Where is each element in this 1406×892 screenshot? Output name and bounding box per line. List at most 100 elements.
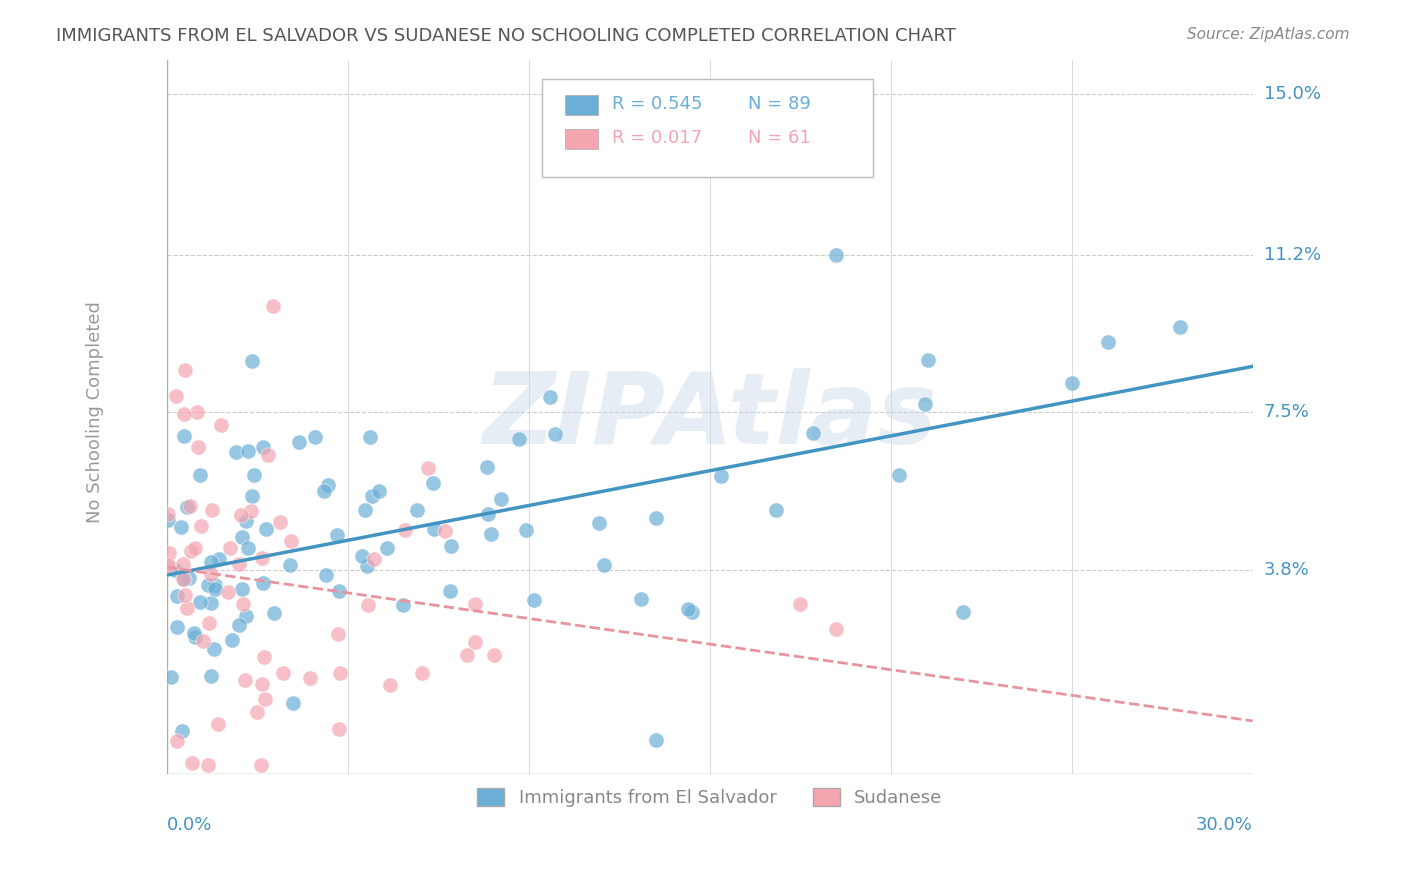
Point bbox=[200, 669, 222, 683]
Point bbox=[281, 696, 304, 710]
Point bbox=[240, 503, 263, 517]
Point bbox=[200, 555, 222, 569]
Point bbox=[288, 435, 311, 450]
Point bbox=[350, 549, 373, 563]
Point bbox=[252, 551, 274, 566]
Point bbox=[209, 418, 232, 433]
Point bbox=[681, 605, 703, 619]
Point bbox=[464, 597, 486, 611]
Point bbox=[439, 584, 461, 599]
Point bbox=[250, 677, 273, 691]
Point bbox=[236, 541, 259, 555]
Point bbox=[315, 568, 337, 582]
Point bbox=[252, 440, 274, 454]
Point bbox=[257, 448, 280, 462]
Point bbox=[440, 539, 463, 553]
Text: N = 61: N = 61 bbox=[748, 129, 811, 147]
Point bbox=[357, 599, 380, 613]
Point bbox=[233, 673, 256, 687]
Point bbox=[508, 432, 530, 446]
Text: 3.8%: 3.8% bbox=[1264, 560, 1309, 579]
Point bbox=[477, 460, 499, 475]
Point bbox=[228, 617, 250, 632]
Point bbox=[176, 500, 198, 515]
Point bbox=[249, 758, 271, 772]
Point bbox=[197, 578, 219, 592]
Point bbox=[378, 678, 401, 692]
Point bbox=[204, 582, 226, 597]
FancyBboxPatch shape bbox=[565, 95, 598, 114]
Point bbox=[165, 389, 187, 403]
Point bbox=[825, 248, 848, 262]
Point bbox=[263, 606, 285, 620]
Point bbox=[765, 502, 787, 516]
Text: 11.2%: 11.2% bbox=[1264, 246, 1320, 264]
Point bbox=[197, 615, 219, 630]
Point bbox=[262, 299, 284, 313]
Point bbox=[200, 596, 222, 610]
Point bbox=[173, 572, 195, 586]
Point bbox=[392, 598, 415, 612]
Point bbox=[156, 557, 179, 571]
Point bbox=[456, 648, 478, 663]
Point bbox=[170, 724, 193, 739]
Point bbox=[184, 630, 207, 644]
Point bbox=[271, 665, 294, 680]
Point bbox=[887, 467, 910, 482]
Text: N = 89: N = 89 bbox=[748, 95, 811, 113]
Point bbox=[231, 582, 253, 597]
Point bbox=[254, 522, 277, 536]
Point bbox=[588, 516, 610, 530]
Point bbox=[235, 609, 257, 624]
Point bbox=[254, 692, 277, 706]
Point bbox=[188, 468, 211, 483]
Point bbox=[172, 572, 194, 586]
Point bbox=[914, 396, 936, 410]
Point bbox=[592, 558, 614, 573]
Point bbox=[232, 597, 254, 611]
Point bbox=[304, 430, 326, 444]
Point bbox=[538, 390, 561, 404]
Point bbox=[278, 558, 301, 572]
Point bbox=[825, 622, 848, 636]
Point bbox=[789, 597, 811, 611]
Point bbox=[186, 404, 208, 418]
Point bbox=[184, 541, 207, 555]
Point bbox=[202, 642, 225, 657]
Point bbox=[676, 601, 699, 615]
FancyBboxPatch shape bbox=[565, 128, 598, 149]
Point bbox=[482, 648, 505, 662]
Point bbox=[318, 478, 340, 492]
Point bbox=[163, 563, 186, 577]
Point bbox=[225, 445, 247, 459]
Text: No Schooling Completed: No Schooling Completed bbox=[86, 301, 104, 524]
Point bbox=[363, 552, 385, 566]
Text: IMMIGRANTS FROM EL SALVADOR VS SUDANESE NO SCHOOLING COMPLETED CORRELATION CHART: IMMIGRANTS FROM EL SALVADOR VS SUDANESE … bbox=[56, 27, 956, 45]
Point bbox=[416, 460, 439, 475]
Point bbox=[166, 733, 188, 747]
Point bbox=[170, 520, 193, 534]
Point bbox=[523, 593, 546, 607]
Point bbox=[411, 666, 433, 681]
Point bbox=[174, 363, 197, 377]
Point bbox=[236, 444, 259, 458]
Text: Source: ZipAtlas.com: Source: ZipAtlas.com bbox=[1187, 27, 1350, 42]
Point bbox=[434, 524, 457, 539]
Text: 0.0%: 0.0% bbox=[167, 816, 212, 834]
Point bbox=[160, 670, 183, 684]
Point bbox=[188, 595, 211, 609]
Point bbox=[179, 499, 201, 513]
Text: R = 0.545: R = 0.545 bbox=[612, 95, 703, 113]
Point bbox=[231, 530, 253, 544]
Point bbox=[246, 706, 269, 720]
Point bbox=[187, 440, 209, 454]
Point bbox=[326, 626, 349, 640]
Point bbox=[157, 513, 180, 527]
Point bbox=[228, 557, 250, 571]
Text: 30.0%: 30.0% bbox=[1197, 816, 1253, 834]
Point bbox=[1097, 335, 1119, 350]
Point bbox=[157, 558, 180, 572]
Point bbox=[166, 589, 188, 603]
Point bbox=[479, 527, 502, 541]
Point bbox=[242, 489, 264, 503]
